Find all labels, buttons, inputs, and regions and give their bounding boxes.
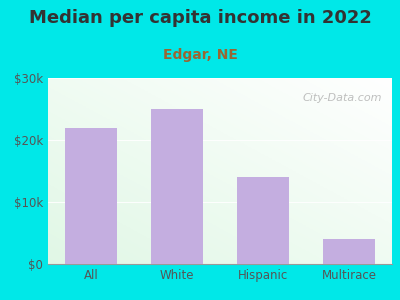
Bar (151, 109, 203, 264)
Bar (65, 128, 117, 264)
Text: City-Data.com: City-Data.com (302, 93, 382, 103)
Text: Edgar, NE: Edgar, NE (162, 48, 238, 62)
Bar (237, 177, 289, 264)
Text: Median per capita income in 2022: Median per capita income in 2022 (28, 9, 372, 27)
Bar (323, 239, 375, 264)
